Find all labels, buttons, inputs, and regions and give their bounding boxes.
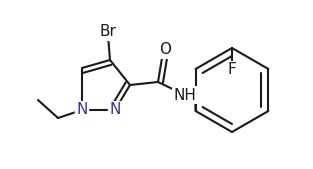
Text: F: F	[228, 63, 236, 78]
Text: O: O	[159, 42, 171, 57]
Text: NH: NH	[174, 88, 197, 103]
Text: N: N	[76, 103, 88, 117]
Text: N: N	[109, 103, 121, 117]
Text: Br: Br	[100, 25, 116, 40]
